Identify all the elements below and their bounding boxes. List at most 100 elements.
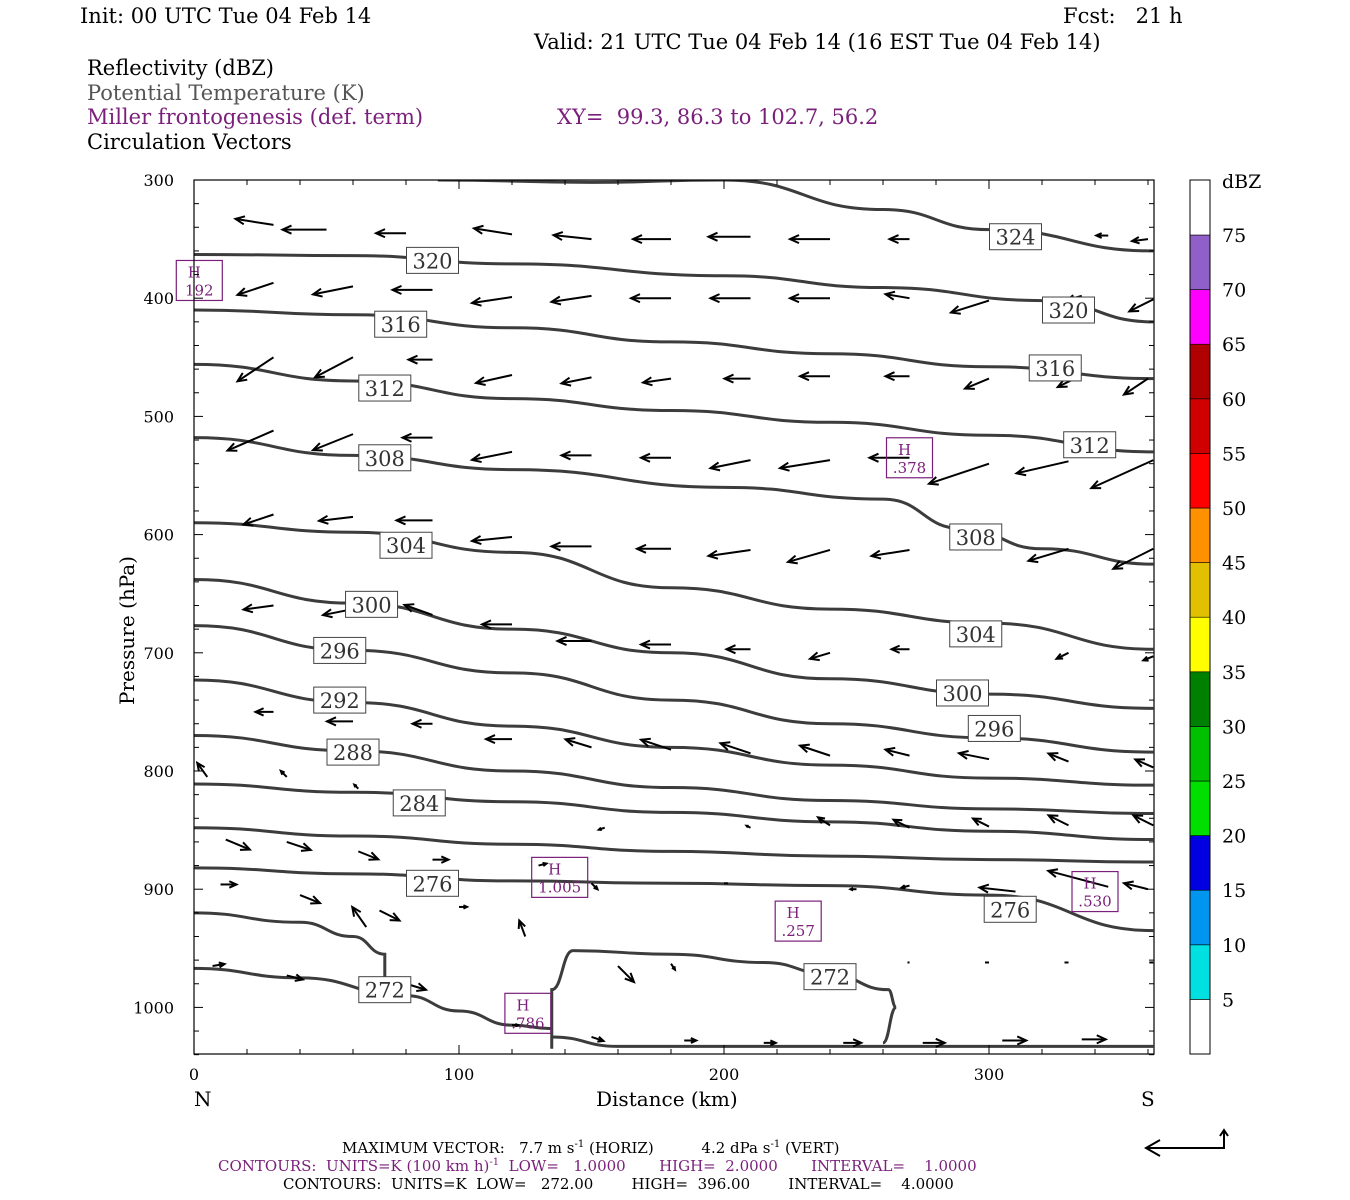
circulation-vector — [235, 217, 274, 226]
vector-arrowhead — [551, 231, 564, 241]
circulation-vector — [243, 513, 274, 526]
circulation-vector — [787, 549, 831, 563]
x-tick-label: 100 — [444, 1065, 475, 1084]
vector-arrowhead — [225, 442, 238, 452]
field-theta: Potential Temperature (K) — [87, 81, 365, 105]
y-tick-label: 800 — [143, 762, 174, 781]
colorbar-cell — [1189, 453, 1211, 509]
vector-arrowhead — [310, 287, 323, 298]
vector-arrowhead — [769, 1039, 779, 1047]
circulation-vector — [928, 462, 990, 485]
circulation-vector — [799, 744, 831, 757]
vector-arrowhead — [195, 760, 206, 772]
vector-arrowhead — [514, 1023, 521, 1028]
vector-arrowhead — [624, 972, 636, 984]
y-axis-label: Pressure (hPa) — [115, 556, 139, 705]
vector-arrowhead — [406, 354, 418, 365]
vector-arrowhead — [542, 861, 549, 867]
vector-arrowhead — [690, 1037, 699, 1044]
field-reflectivity: Reflectivity (dBZ) — [87, 56, 275, 80]
x-tick-label: 300 — [974, 1065, 1005, 1084]
vector-arrowhead — [233, 215, 246, 226]
vector-arrowhead — [549, 541, 561, 552]
colorbar-cell — [1189, 780, 1211, 836]
isentrope-label-box — [358, 374, 412, 402]
isentrope-label-box — [983, 895, 1037, 923]
isentrope-label-box — [313, 636, 367, 664]
isentrope-line — [194, 866, 1154, 933]
field-frontogenesis: Miller frontogenesis (def. term) — [87, 105, 424, 129]
vector-arrowhead — [883, 746, 896, 757]
vector-arrowhead — [628, 293, 641, 304]
vector-arrowhead — [787, 234, 800, 245]
circulation-vector — [708, 548, 751, 557]
isentrope-line — [551, 1035, 1154, 1048]
circulation-vector — [243, 604, 274, 611]
colorbar-label: 45 — [1222, 553, 1246, 575]
frontogenesis-high-box — [504, 992, 552, 1034]
frontogenesis-high-marker: H — [898, 441, 911, 459]
x-right-label: S — [1141, 1087, 1155, 1111]
circulation-vector — [553, 234, 592, 241]
vector-arrowhead — [1096, 1034, 1109, 1045]
vector-arrowhead — [469, 453, 482, 464]
circulation-vector — [871, 548, 910, 557]
vector-arrowhead — [926, 476, 939, 486]
y-tick-label: 400 — [143, 289, 174, 308]
vector-arrowhead — [559, 376, 572, 387]
vector-arrowhead — [596, 826, 602, 832]
circulation-vector — [1112, 547, 1154, 570]
vector-arrowhead — [239, 841, 253, 851]
circulation-vector — [471, 535, 513, 542]
circulation-vector — [471, 296, 513, 305]
vector-arrowhead — [1014, 466, 1027, 477]
vector-arrowhead — [479, 619, 492, 630]
vector-arrowhead — [400, 432, 412, 443]
vector-arrowhead — [549, 295, 562, 306]
circulation-vector — [237, 281, 274, 296]
valid-time: Valid: 21 UTC Tue 04 Feb 14 (16 EST Tue … — [534, 30, 1101, 54]
vector-arrowhead — [887, 234, 899, 245]
vector-arrowhead — [1016, 1035, 1029, 1046]
colorbar-label: 10 — [1222, 935, 1246, 957]
circulation-vector — [1132, 814, 1154, 827]
colorbar-label: 60 — [1222, 389, 1246, 411]
isentrope-label-box — [936, 679, 989, 707]
colorbar-label: 50 — [1222, 498, 1246, 520]
circulation-vector — [314, 356, 354, 379]
vector-arrowhead — [634, 543, 647, 554]
x-left-label: N — [194, 1087, 212, 1111]
vector-arrowhead — [638, 639, 651, 650]
isentrope-label: 320 — [412, 249, 452, 273]
circulation-vector — [561, 376, 592, 385]
isentrope-label: 312 — [365, 377, 405, 401]
vector-arrowhead — [671, 965, 677, 972]
circulation-vector — [1048, 814, 1069, 827]
circulation-vector — [1123, 882, 1149, 891]
vector-arrowhead — [722, 373, 734, 384]
colorbar: 5 10 15 20 25 30 35 40 45 50 55 60 65 70 75 — [1189, 179, 1246, 1055]
colorbar-cell — [1189, 562, 1211, 618]
colorbar-label: 75 — [1222, 225, 1246, 247]
reference-vector-icon — [1143, 1128, 1229, 1157]
circulation-vector — [299, 894, 321, 905]
vector-arrowhead — [797, 371, 810, 382]
vector-arrowhead — [977, 883, 990, 894]
init-time: Init: 00 UTC Tue 04 Feb 14 — [80, 4, 372, 28]
isentrope-label-box — [345, 590, 399, 618]
circulation-vector — [471, 450, 513, 461]
circulation-vector — [1090, 459, 1154, 490]
y-tick-label: 300 — [143, 171, 174, 190]
y-tick-label: 500 — [143, 407, 174, 426]
vector-arrowhead — [593, 885, 600, 892]
frontogenesis-high-value: .530 — [1078, 893, 1111, 911]
isentrope-label: 320 — [1048, 299, 1088, 323]
vector-arrowhead — [708, 293, 720, 304]
isentrope-label: 324 — [995, 226, 1035, 250]
isentrope-label: 292 — [320, 689, 360, 713]
vector-arrowhead — [469, 535, 482, 546]
circulation-vector — [1016, 460, 1069, 475]
vector-arrowhead — [368, 851, 381, 861]
frontogenesis-high-box — [531, 856, 589, 898]
colorbar-unit: dBZ — [1222, 171, 1261, 193]
